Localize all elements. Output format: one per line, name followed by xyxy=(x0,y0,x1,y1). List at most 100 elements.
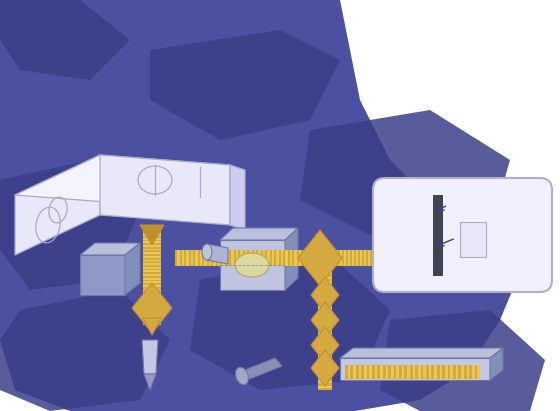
Bar xyxy=(216,250,218,266)
Bar xyxy=(396,250,398,266)
Bar xyxy=(366,250,368,266)
Bar xyxy=(472,365,474,379)
Bar xyxy=(256,250,258,266)
Bar xyxy=(143,247,161,249)
Bar xyxy=(352,250,354,266)
Bar xyxy=(318,340,332,342)
Bar xyxy=(318,318,332,320)
Bar xyxy=(318,283,332,285)
Bar xyxy=(437,365,440,379)
Bar xyxy=(426,365,429,379)
Bar xyxy=(318,370,332,372)
Bar xyxy=(394,250,396,266)
Bar xyxy=(231,250,234,266)
Polygon shape xyxy=(340,348,503,358)
Bar xyxy=(392,250,394,266)
Bar xyxy=(318,294,332,296)
Bar xyxy=(220,250,222,266)
Bar xyxy=(143,225,161,227)
Polygon shape xyxy=(220,228,298,240)
Bar xyxy=(202,250,204,266)
Bar xyxy=(193,250,195,266)
Bar xyxy=(227,250,229,266)
Bar xyxy=(406,250,408,266)
Bar xyxy=(318,386,332,388)
Bar xyxy=(318,375,332,377)
Polygon shape xyxy=(143,318,161,335)
Bar xyxy=(318,379,332,381)
Bar xyxy=(330,250,332,266)
Bar xyxy=(281,250,283,266)
Polygon shape xyxy=(285,228,298,290)
Polygon shape xyxy=(140,225,164,245)
Bar xyxy=(433,195,442,275)
Bar xyxy=(380,365,383,379)
Bar xyxy=(285,250,287,266)
Bar xyxy=(461,365,464,379)
Polygon shape xyxy=(80,255,125,295)
Bar xyxy=(301,250,304,266)
Bar xyxy=(213,250,216,266)
Bar xyxy=(209,250,211,266)
Bar xyxy=(353,365,356,379)
Bar xyxy=(318,355,332,357)
Bar xyxy=(414,250,416,266)
Bar xyxy=(477,365,480,379)
Bar xyxy=(189,250,191,266)
Polygon shape xyxy=(0,0,130,80)
Bar xyxy=(318,333,332,335)
Bar xyxy=(447,365,450,379)
Bar xyxy=(356,365,358,379)
Bar xyxy=(413,365,415,379)
Bar xyxy=(318,360,332,362)
Bar xyxy=(143,276,161,278)
Bar xyxy=(318,357,332,360)
Bar xyxy=(143,278,161,279)
Bar xyxy=(361,365,364,379)
Bar xyxy=(211,250,213,266)
Bar xyxy=(407,365,410,379)
Bar xyxy=(345,365,348,379)
Bar xyxy=(143,256,161,258)
Bar xyxy=(143,287,161,289)
Bar xyxy=(143,283,161,285)
Bar xyxy=(453,365,456,379)
Bar xyxy=(342,250,344,266)
Bar xyxy=(143,296,161,298)
Bar xyxy=(143,259,161,261)
Bar xyxy=(318,377,332,379)
Bar xyxy=(265,250,267,266)
Bar xyxy=(318,303,332,305)
Bar xyxy=(398,250,400,266)
Bar xyxy=(195,250,198,266)
Bar xyxy=(332,250,334,266)
Bar xyxy=(388,250,390,266)
Polygon shape xyxy=(0,0,548,411)
Bar xyxy=(410,365,413,379)
Bar xyxy=(238,250,240,266)
Bar xyxy=(200,250,202,266)
Bar xyxy=(143,303,161,305)
Bar xyxy=(318,349,332,351)
Polygon shape xyxy=(311,350,339,386)
Bar xyxy=(374,250,376,266)
Bar xyxy=(296,250,298,266)
Bar xyxy=(318,307,332,309)
Bar xyxy=(364,250,366,266)
Bar xyxy=(143,231,161,232)
Bar xyxy=(318,290,332,292)
Bar xyxy=(375,365,377,379)
Bar xyxy=(318,309,332,312)
Bar xyxy=(440,365,442,379)
Bar xyxy=(143,252,161,254)
Bar xyxy=(372,250,374,266)
Bar xyxy=(369,365,372,379)
Bar xyxy=(218,250,220,266)
Bar xyxy=(143,279,161,282)
Bar xyxy=(143,314,161,316)
Bar xyxy=(318,346,332,349)
Bar xyxy=(143,285,161,287)
Polygon shape xyxy=(311,327,339,363)
Bar xyxy=(143,240,161,241)
Bar xyxy=(318,344,332,346)
